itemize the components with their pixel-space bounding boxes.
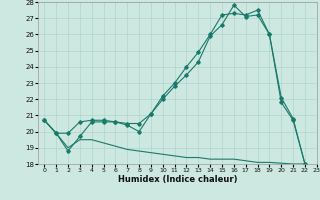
X-axis label: Humidex (Indice chaleur): Humidex (Indice chaleur): [118, 175, 237, 184]
